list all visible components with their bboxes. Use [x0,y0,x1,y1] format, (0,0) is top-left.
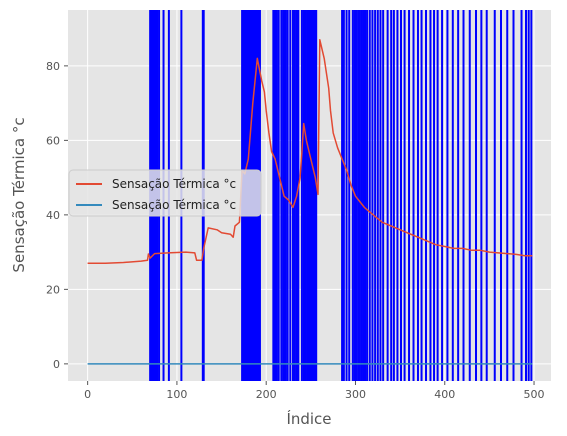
y-tick-label: 40 [46,209,60,222]
series-line-1 [87,39,533,265]
legend-label-temperature-1: Sensação Térmica °c [112,177,236,191]
x-axis-label: Índice [286,409,331,428]
series-group [87,39,533,365]
x-tick-label: 300 [345,388,366,401]
y-tick-label: 0 [53,358,60,371]
y-tick-label: 20 [46,283,60,296]
x-tick-label: 200 [256,388,277,401]
y-ticks: 0 20 40 60 80 [46,60,68,371]
legend-box [68,169,262,217]
y-tick-label: 80 [46,60,60,73]
legend: Sensação Térmica °c Sensação Térmica °c [68,169,262,217]
x-tick-label: 500 [524,388,545,401]
y-tick-label: 60 [46,134,60,147]
legend-label-temperature-2: Sensação Térmica °c [112,198,236,212]
x-ticks: 0 100 200 300 400 500 [84,381,545,401]
y-axis-label: Sensação Térmica °c [10,117,28,272]
x-tick-label: 400 [434,388,455,401]
x-tick-label: 0 [84,388,91,401]
vertical-lines [149,10,533,381]
x-tick-label: 100 [166,388,187,401]
